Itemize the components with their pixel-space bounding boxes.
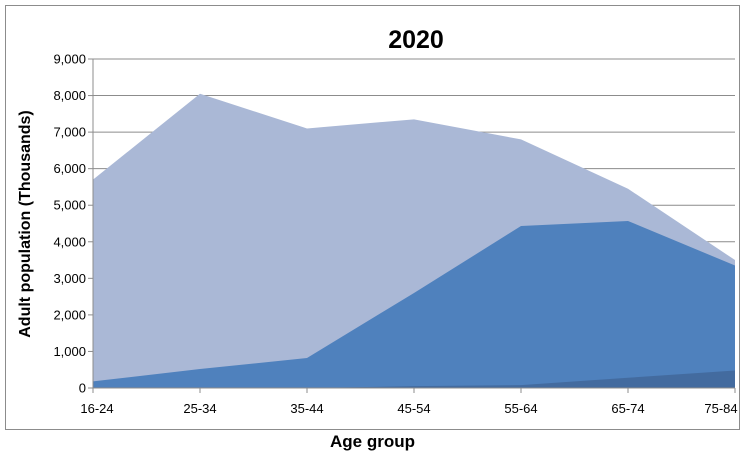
y-tick-label: 1,000 — [53, 344, 86, 359]
y-tick-label: 5,000 — [53, 198, 86, 213]
x-tick-label: 65-74 — [611, 401, 644, 416]
x-axis-label: Age group — [330, 432, 415, 451]
y-tick-labels: 0 1,000 2,000 3,000 4,000 5,000 6,000 7,000 8,00… — [53, 52, 93, 396]
x-tick-label: 75-84 — [704, 401, 737, 416]
x-tick-label: 45-54 — [397, 401, 430, 416]
y-tick-label: 7,000 — [53, 125, 86, 140]
y-tick-label: 6,000 — [53, 161, 86, 176]
chart-title: 2020 — [388, 26, 444, 54]
area-series-3 — [93, 370, 735, 388]
y-tick-label: 0 — [79, 381, 86, 396]
y-tick-label: 4,000 — [53, 234, 86, 249]
area-series-2 — [93, 220, 735, 388]
y-tick-label: 3,000 — [53, 271, 86, 286]
x-tick-label: 16-24 — [80, 401, 113, 416]
x-tick-labels: 16-24 25-34 35-44 45-54 55-64 65-74 75-84 — [80, 388, 738, 416]
x-tick-label: 25-34 — [183, 401, 216, 416]
x-tick-label: 55-64 — [504, 401, 537, 416]
y-tick-label: 9,000 — [53, 52, 86, 67]
y-tick-label: 2,000 — [53, 307, 86, 322]
y-tick-label: 8,000 — [53, 88, 86, 103]
series-areas — [93, 93, 735, 388]
y-axis-label: Adult population (Thousands) — [17, 110, 34, 338]
x-tick-label: 35-44 — [290, 401, 323, 416]
